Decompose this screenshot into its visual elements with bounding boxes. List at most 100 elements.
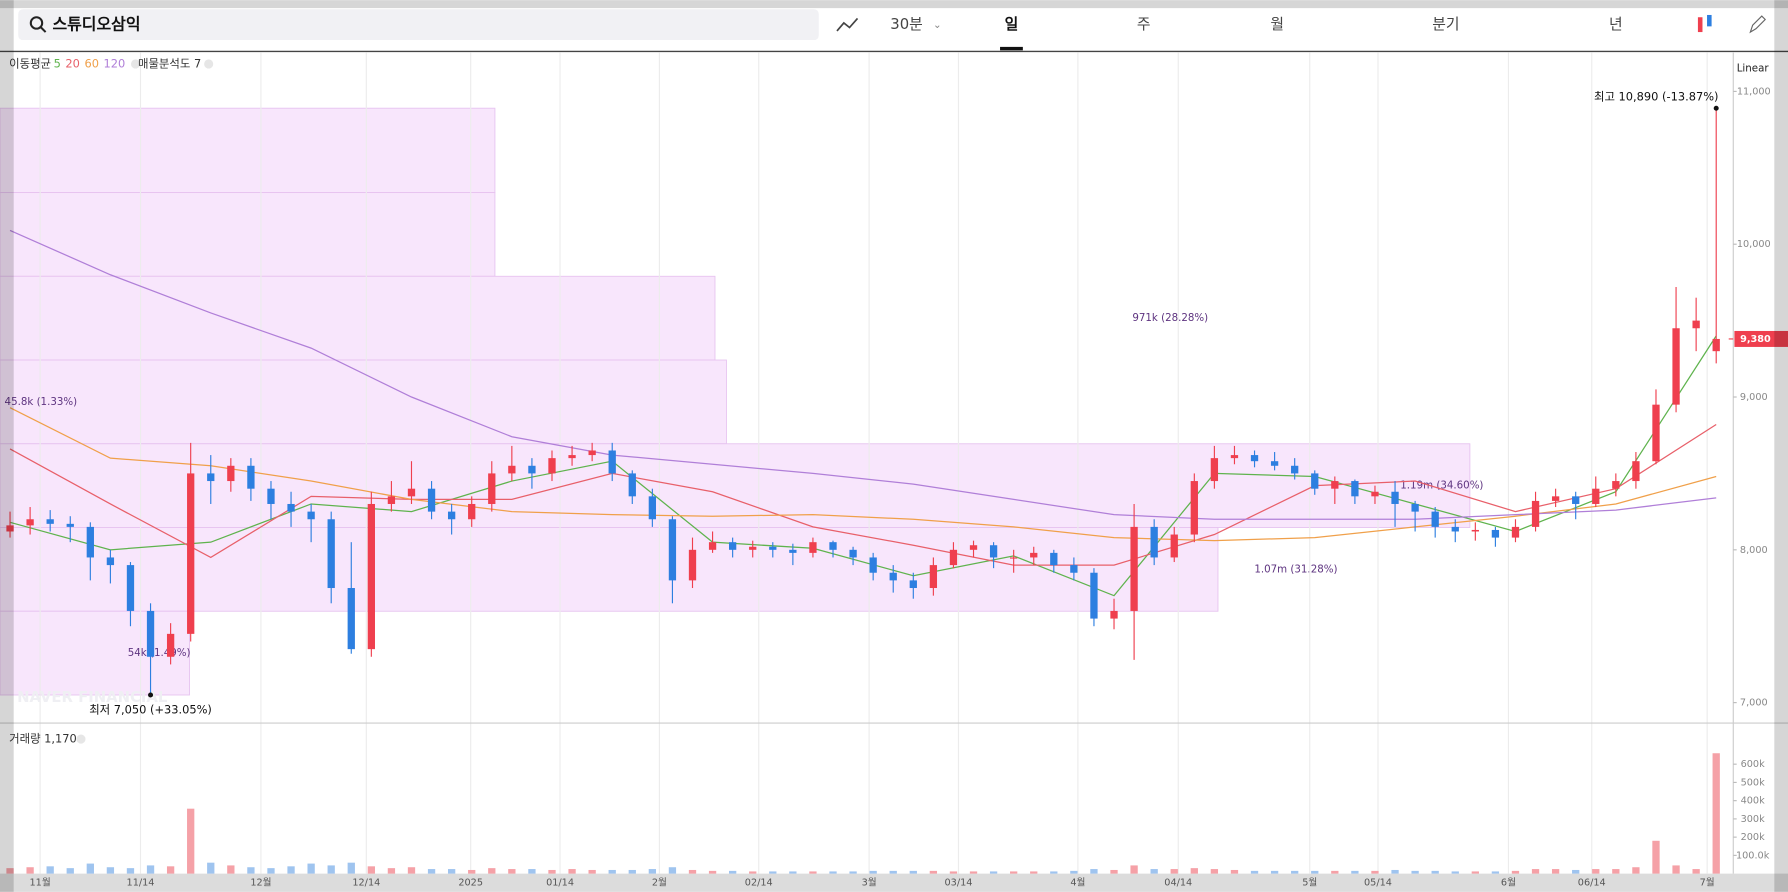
- volume-bar: [1110, 869, 1118, 874]
- candle-body: [1451, 526, 1459, 532]
- volume-bar: [849, 871, 857, 874]
- search-box[interactable]: [18, 9, 819, 41]
- y-tick-label: 500k: [1741, 777, 1765, 788]
- volume-bar: [1672, 865, 1680, 874]
- volume-bar: [909, 870, 917, 874]
- candle-body: [327, 519, 335, 589]
- candle-body: [66, 523, 74, 527]
- tab[interactable]: 주: [1137, 16, 1151, 33]
- dropdown-caret[interactable]: ⌄: [933, 19, 942, 31]
- candle-body: [86, 526, 94, 558]
- tab[interactable]: 년: [1609, 16, 1623, 33]
- y-tick-label: 7,000: [1740, 698, 1768, 709]
- volume-bar: [367, 866, 375, 874]
- candle-body: [1230, 455, 1239, 459]
- frame-shade: [1774, 0, 1788, 892]
- volume-bar: [809, 871, 817, 874]
- volume-bar: [1210, 869, 1219, 874]
- x-tick-label: 6월: [1501, 877, 1516, 889]
- draw-icon[interactable]: [1749, 15, 1767, 34]
- candle-body: [1070, 565, 1078, 573]
- candle-body: [1712, 338, 1720, 352]
- legend-entry: 5: [54, 56, 61, 70]
- y-tick-label: 400k: [1741, 796, 1765, 807]
- candle-body: [728, 542, 737, 550]
- remove-icon[interactable]: [130, 59, 141, 69]
- legend-entry: 20: [65, 56, 80, 70]
- volume-bar: [287, 866, 295, 874]
- last-price-label: 9,380: [1740, 334, 1771, 345]
- candle-body: [789, 549, 797, 553]
- volume-bar: [1331, 870, 1339, 874]
- volume-bar: [166, 866, 175, 874]
- candle-body: [829, 542, 837, 550]
- candle-body: [187, 473, 195, 634]
- volume-bar: [508, 869, 516, 874]
- volume-profile-band: [0, 359, 727, 445]
- candle-body: [809, 542, 817, 553]
- candle-body: [1130, 526, 1138, 611]
- volume-bar: [1351, 870, 1359, 874]
- volume-bar: [1391, 869, 1399, 874]
- candle-body: [1090, 572, 1098, 619]
- candle-body: [227, 465, 235, 482]
- x-tick-label: 04/14: [1164, 878, 1192, 889]
- candle-body: [267, 488, 275, 504]
- candle-body: [1351, 481, 1359, 497]
- volume-bar: [1030, 871, 1038, 874]
- candle-body: [1551, 496, 1560, 501]
- remove-icon[interactable]: [76, 734, 86, 744]
- x-axis-band: [0, 873, 1788, 892]
- search-text[interactable]: 스튜디오삼익: [52, 15, 140, 34]
- x-tick-label: 12월: [250, 877, 271, 889]
- x-tick-label: 03/14: [945, 878, 973, 889]
- volume-bar: [1170, 869, 1178, 874]
- candle-body: [1391, 491, 1399, 504]
- x-tick-label: 11월: [30, 877, 51, 889]
- volume-bar: [227, 865, 235, 874]
- tab[interactable]: 월: [1270, 16, 1284, 33]
- volume-bar: [708, 870, 717, 874]
- tab[interactable]: 분기: [1432, 16, 1459, 33]
- candle-body: [1291, 465, 1299, 474]
- scale-toggle[interactable]: Linear: [1737, 63, 1770, 75]
- candle-body: [126, 565, 135, 611]
- volume-bar: [447, 869, 456, 874]
- x-tick-label: 11/14: [127, 878, 155, 889]
- remove-icon[interactable]: [204, 59, 214, 69]
- x-tick-label: 2025: [458, 878, 483, 889]
- volume-bar: [969, 871, 978, 874]
- volume-bar: [1431, 870, 1439, 874]
- volume-profile-label: 54k (1.49%): [128, 647, 191, 659]
- candle-icon[interactable]: [1697, 17, 1703, 33]
- candle-body: [1531, 500, 1540, 527]
- volume-bar: [608, 869, 616, 874]
- candle-body: [969, 545, 978, 550]
- candle-body: [6, 525, 14, 532]
- volume-bar: [1712, 753, 1720, 874]
- candle-body: [508, 465, 516, 474]
- tab[interactable]: 30분: [890, 16, 922, 33]
- candle-body: [247, 465, 255, 489]
- volume-bar: [106, 867, 115, 874]
- volume-bar: [1551, 869, 1560, 874]
- volume-bar: [1612, 869, 1620, 874]
- y-tick-label: 600k: [1741, 759, 1765, 770]
- candle-body: [367, 503, 375, 650]
- chart-type-icon[interactable]: [836, 17, 859, 32]
- y-tick-label: 10,000: [1737, 239, 1771, 250]
- candle-body: [889, 572, 897, 581]
- x-tick-label: 7월: [1700, 877, 1715, 889]
- volume-bar: [1090, 869, 1098, 874]
- candle-body: [26, 519, 34, 526]
- volume-profile-label: 971k (28.28%): [1132, 312, 1208, 324]
- last-price-tag: [1734, 330, 1788, 347]
- candle-body: [347, 588, 355, 650]
- volume-bar: [929, 870, 938, 874]
- candle-body: [407, 488, 416, 497]
- legend: 이동평균 5 20 60 120 매물분석도 7 거래량 1,170: [9, 56, 214, 746]
- volume-bar: [126, 868, 135, 874]
- tab[interactable]: 일: [1005, 16, 1019, 33]
- frame-shade: [0, 0, 14, 892]
- candle-icon[interactable]: [1707, 14, 1712, 27]
